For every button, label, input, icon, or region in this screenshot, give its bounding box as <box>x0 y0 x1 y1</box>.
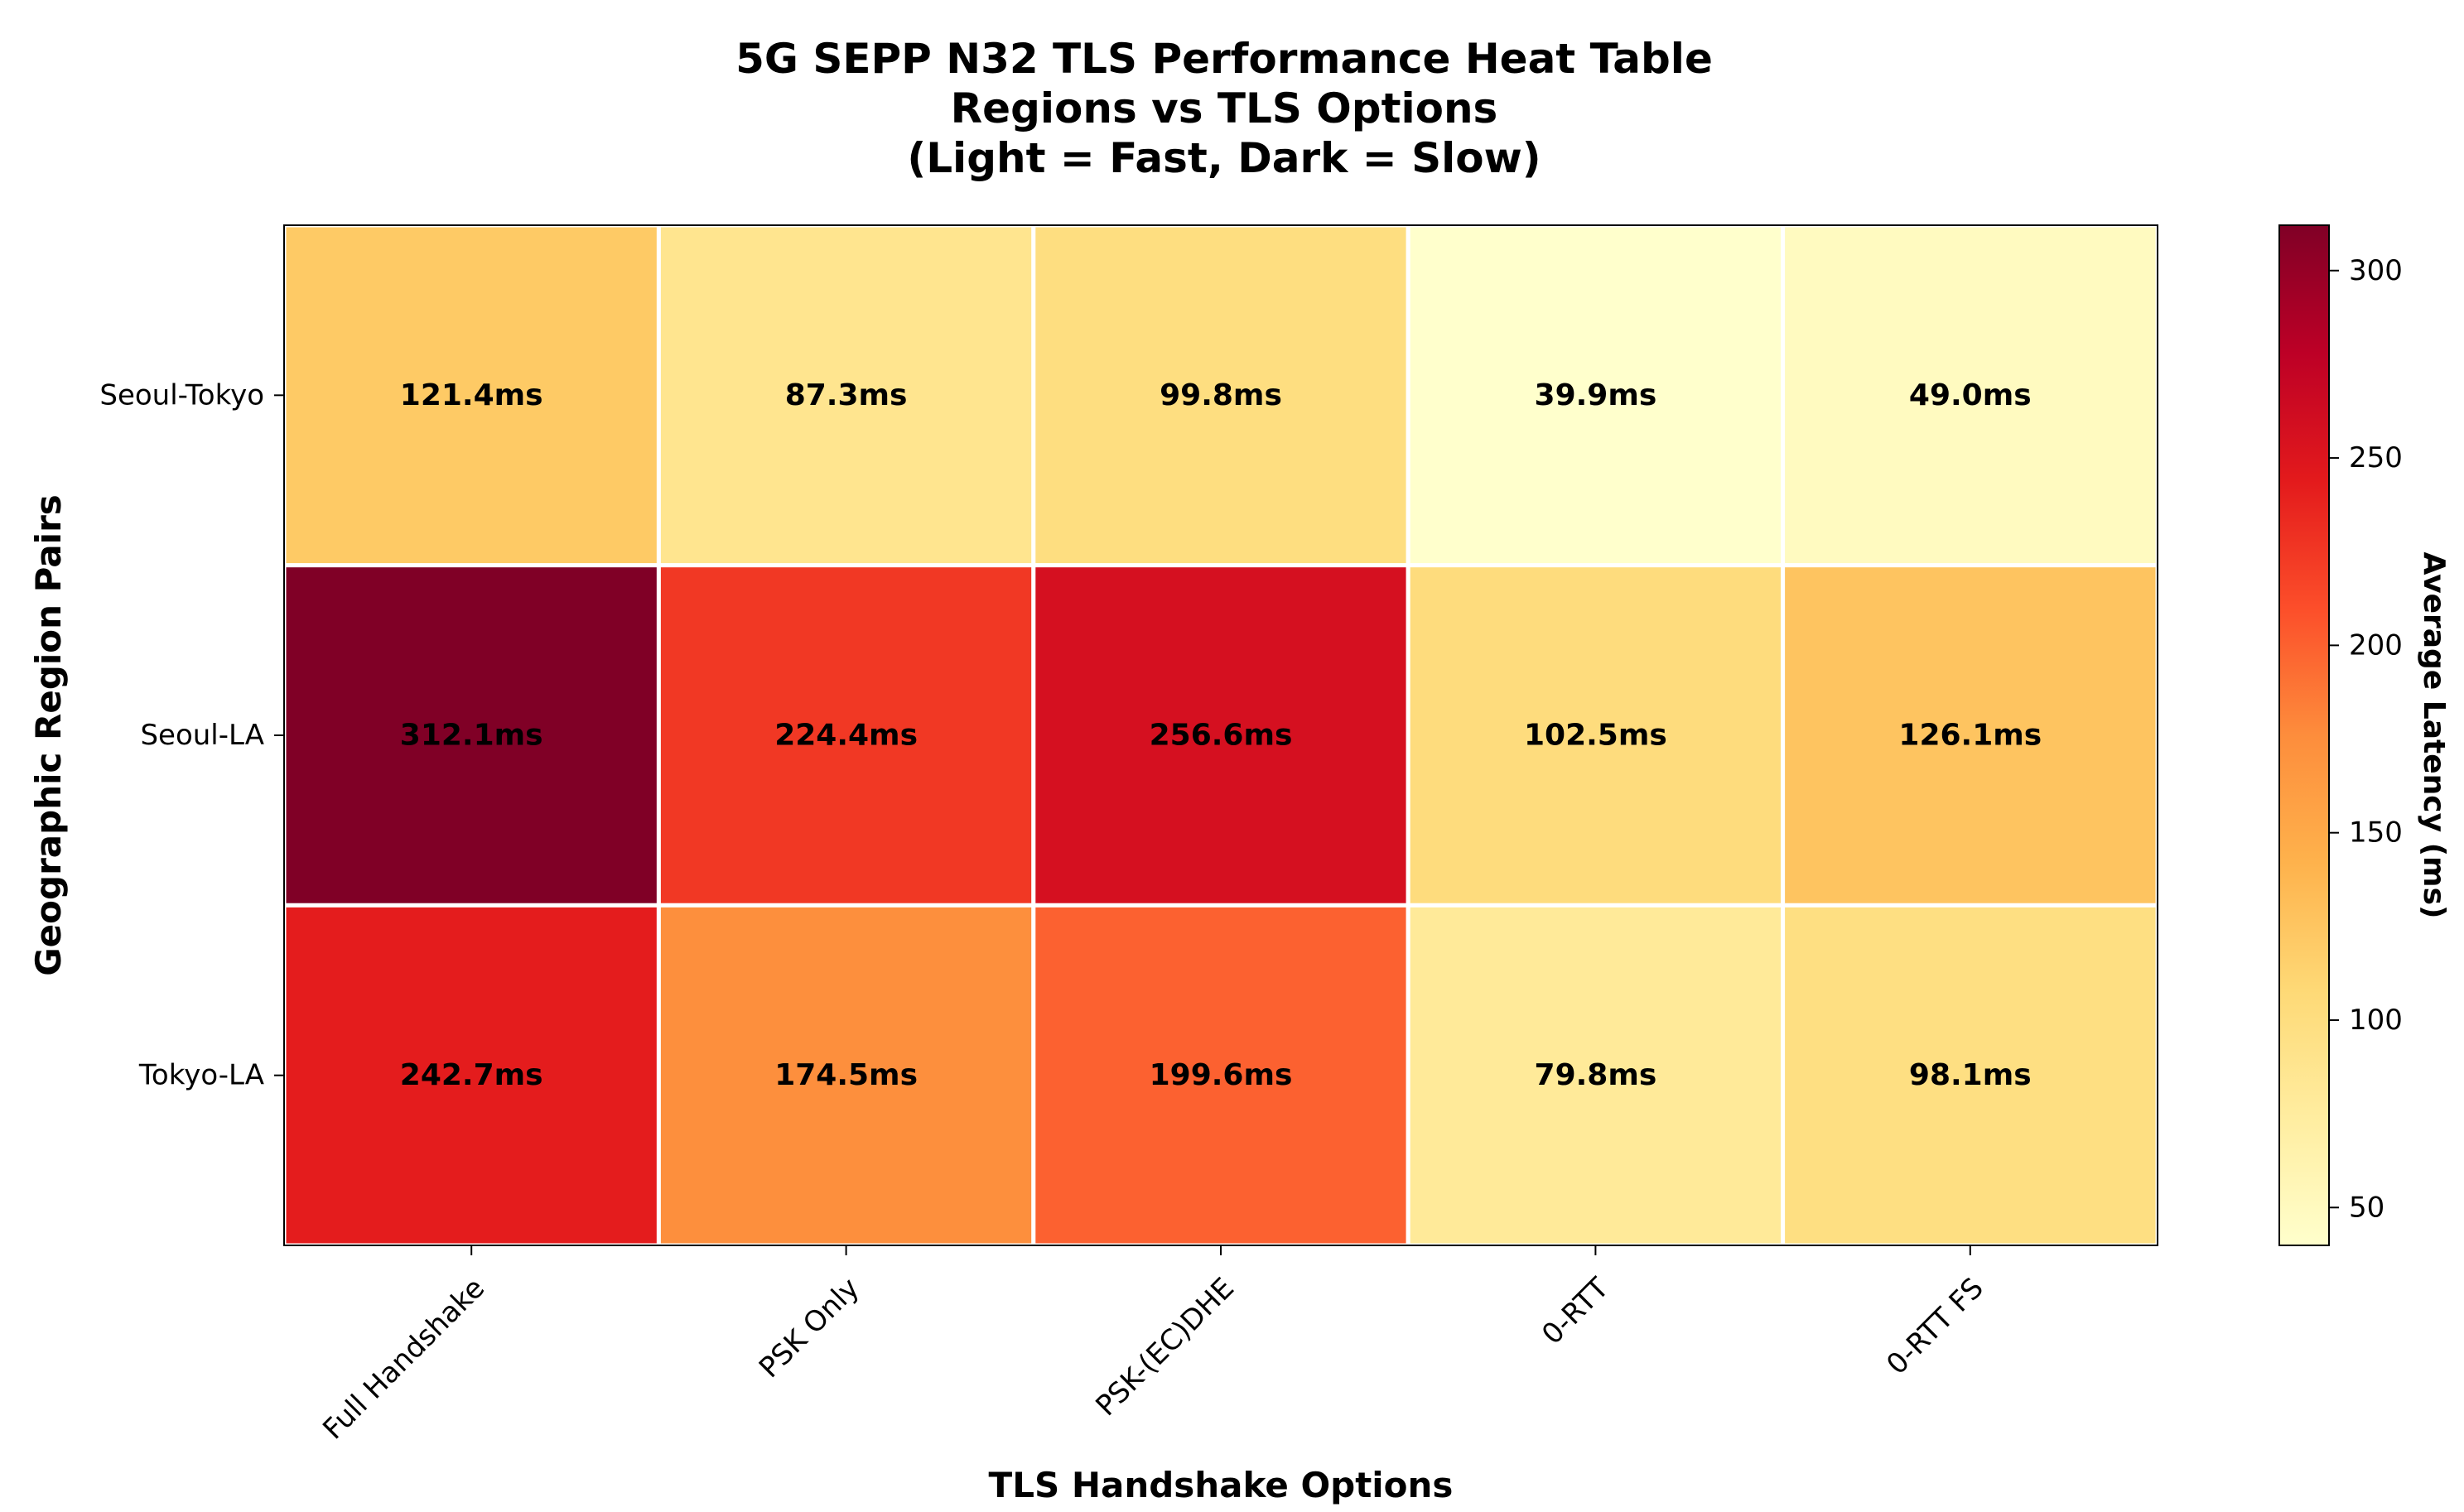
heatmap-cell <box>1781 223 2160 568</box>
cell-value-label: 242.7ms <box>400 1058 543 1092</box>
y-tick-label: Tokyo-LA <box>138 1059 264 1092</box>
colorbar-tick-label: 250 <box>2349 441 2403 474</box>
y-axis-label: Geographic Region Pairs <box>28 494 69 976</box>
cell-value-label: 98.1ms <box>1909 1058 2032 1092</box>
cell-value-label: 126.1ms <box>1898 719 2042 753</box>
x-tick-label: PSK-(EC)DHE <box>1089 1272 1240 1423</box>
heatmap-cell <box>1781 903 2160 1248</box>
cell-value-label: 121.4ms <box>400 378 543 412</box>
chart-title-line-2: Regions vs TLS Options <box>951 84 1498 132</box>
cell-value-label: 102.5ms <box>1524 719 1667 753</box>
cell-value-label: 99.8ms <box>1160 378 1282 412</box>
cell-value-label: 199.6ms <box>1150 1058 1293 1092</box>
heatmap-cell <box>1031 563 1410 908</box>
colorbar-label: Average Latency (ms) <box>2417 552 2451 919</box>
x-tick-label: 0-RTT <box>1536 1271 1615 1351</box>
heatmap-cell <box>1406 903 1786 1248</box>
chart-title-line-1: 5G SEPP N32 TLS Performance Heat Table <box>735 35 1713 83</box>
heatmap-cell <box>282 563 661 908</box>
x-tick-label: Full Handshake <box>316 1272 491 1447</box>
colorbar-tick-label: 50 <box>2349 1191 2384 1224</box>
y-tick-label: Seoul-Tokyo <box>99 378 264 412</box>
heatmap-cell <box>1781 563 2160 908</box>
x-tick-label: 0-RTT FS <box>1880 1272 1989 1381</box>
y-axis-ticks: Seoul-Tokyo Seoul-LA Tokyo-LA <box>99 378 284 1092</box>
heatmap-cell <box>656 223 1036 568</box>
heatmap-cells <box>282 223 2160 1248</box>
cell-value-label: 49.0ms <box>1909 378 2032 412</box>
x-axis-label: TLS Handshake Options <box>989 1465 1454 1505</box>
heatmap-cell <box>656 903 1036 1248</box>
heatmap-cell <box>1031 903 1410 1248</box>
cell-value-label: 79.8ms <box>1535 1058 1657 1092</box>
cell-value-label: 174.5ms <box>774 1058 918 1092</box>
colorbar-tick-label: 300 <box>2349 254 2403 287</box>
heatmap-cell-labels: 121.4ms 87.3ms 99.8ms 39.9ms 49.0ms 312.1ms 22… <box>400 378 2042 1092</box>
x-tick-label: PSK Only <box>753 1272 866 1385</box>
colorbar-tick-label: 150 <box>2349 816 2403 850</box>
colorbar-tick-label: 200 <box>2349 628 2403 662</box>
colorbar-ticks: 50 100 150 200 250 300 <box>2329 254 2403 1224</box>
colorbar-tick-label: 100 <box>2349 1004 2403 1037</box>
y-tick-label: Seoul-LA <box>140 719 264 752</box>
heatmap-cell <box>282 223 661 568</box>
cell-value-label: 39.9ms <box>1535 378 1657 412</box>
cell-value-label: 256.6ms <box>1150 719 1293 753</box>
colorbar <box>2278 224 2330 1246</box>
cell-value-label: 87.3ms <box>785 378 908 412</box>
cell-value-label: 312.1ms <box>400 719 543 753</box>
chart-title-line-3: (Light = Fast, Dark = Slow) <box>907 134 1541 182</box>
x-axis-ticks: Full Handshake PSK Only PSK-(EC)DHE 0-RTT 0-… <box>316 1245 1990 1447</box>
cell-value-label: 224.4ms <box>774 719 918 753</box>
heatmap-cell <box>1406 223 1786 568</box>
